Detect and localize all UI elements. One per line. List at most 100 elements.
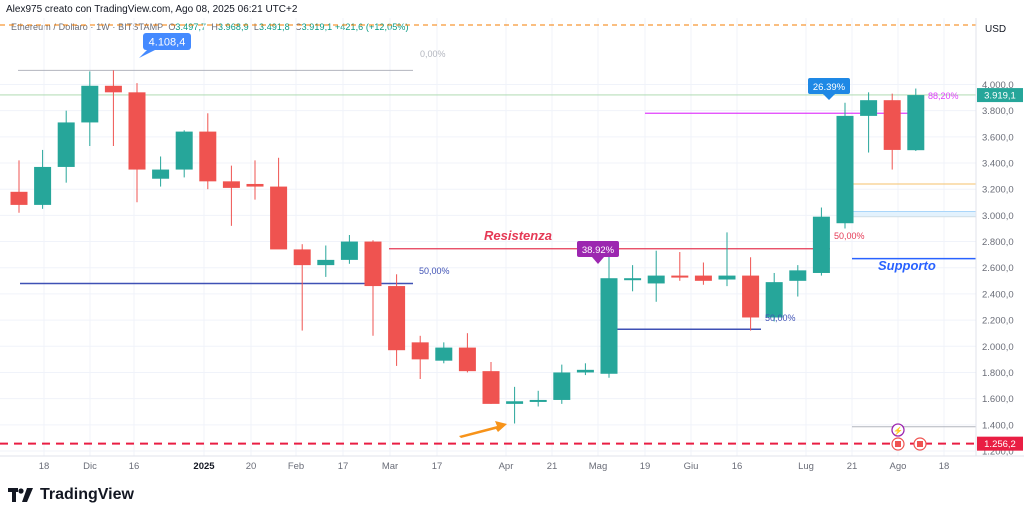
orange-arrow bbox=[459, 421, 507, 438]
last-price-text: 3.919,1 bbox=[984, 91, 1016, 102]
lightning-icon bbox=[891, 423, 905, 437]
close-value: 3.919,1 +421,6 (+12,05%) bbox=[301, 22, 409, 32]
candles[interactable] bbox=[10, 70, 925, 424]
badge-july-pointer bbox=[823, 94, 835, 100]
candle-body bbox=[718, 275, 736, 280]
candle-body bbox=[789, 270, 807, 281]
y-tick-label: 1.600,0 bbox=[982, 394, 1014, 405]
candle-body bbox=[411, 342, 429, 360]
brand-name: TradingView bbox=[40, 486, 134, 503]
candle-body bbox=[671, 275, 689, 278]
candle-body bbox=[246, 183, 264, 187]
badge-april bbox=[577, 241, 619, 257]
candle-body bbox=[694, 275, 712, 281]
low-value: 3.491,8 bbox=[259, 22, 290, 32]
last-price-tag bbox=[977, 88, 1023, 103]
candle-body bbox=[647, 275, 665, 284]
y-tick-label: 2.200,0 bbox=[982, 316, 1014, 327]
y-tick-label: 2.400,0 bbox=[982, 289, 1014, 300]
x-tick-label: Giu bbox=[684, 461, 699, 472]
fib-top-label: 0,00% bbox=[420, 49, 446, 59]
y-tick-label: 3.600,0 bbox=[982, 132, 1014, 143]
candle-body bbox=[222, 181, 240, 188]
x-tick-label: 2025 bbox=[193, 461, 215, 472]
candle-body bbox=[506, 401, 524, 404]
tradingview-logo-icon bbox=[8, 488, 33, 502]
high-badge bbox=[143, 33, 191, 50]
low-price-text: 1.256,2 bbox=[984, 439, 1016, 450]
candle-body bbox=[742, 275, 760, 318]
candle-body bbox=[199, 131, 217, 182]
candle-body bbox=[364, 241, 382, 287]
candle-body bbox=[860, 100, 878, 116]
candle-body bbox=[81, 85, 99, 123]
candle-body bbox=[482, 371, 500, 404]
x-tick-label: 21 bbox=[847, 461, 858, 472]
chart-attribution: Alex975 creato con TradingView.com, Ago … bbox=[6, 4, 298, 15]
close-label: C bbox=[294, 22, 302, 32]
y-tick-label: 1.800,0 bbox=[982, 368, 1014, 379]
annotation-labels: 4.108,4 0,00% 88,20% Resistenza 50,00% Suppor… bbox=[139, 33, 959, 451]
x-tick-label: 16 bbox=[129, 461, 140, 472]
badge-april-text: 38.92% bbox=[582, 245, 615, 256]
candle-body bbox=[34, 166, 52, 205]
flag-glyph bbox=[917, 441, 923, 447]
candle-body bbox=[600, 278, 618, 374]
candle-body bbox=[293, 249, 311, 266]
y-tick-label: 3.000,0 bbox=[982, 211, 1014, 222]
axes: USD 4.000,0 3.800,0 3.600,0 3.400,0 3.200,0 3.… bbox=[0, 18, 1024, 472]
y-tick-label: 1.400,0 bbox=[982, 420, 1014, 431]
candle-body bbox=[529, 399, 547, 402]
y-tick-label: 3.800,0 bbox=[982, 106, 1014, 117]
x-tick-label: 20 bbox=[246, 461, 257, 472]
x-tick-label: Mag bbox=[589, 461, 607, 472]
high-value: 3.968,9 bbox=[217, 22, 249, 32]
candle-body bbox=[765, 282, 783, 318]
high-label: 4.108,4 bbox=[149, 37, 186, 49]
symbol-name: Ethereum / Dollaro · 1W · BITSTAMP bbox=[11, 22, 164, 32]
candle-body bbox=[340, 241, 358, 260]
x-tick-label: Lug bbox=[798, 461, 814, 472]
y-tick-label: 1.200,0 bbox=[982, 447, 1014, 458]
x-tick-label: 19 bbox=[640, 461, 651, 472]
badge-july bbox=[808, 78, 850, 94]
flag-glyph bbox=[895, 441, 901, 447]
badge-july-text: 26.39% bbox=[813, 82, 846, 93]
candle-body bbox=[388, 286, 406, 351]
candle-body bbox=[458, 347, 476, 372]
candle-body bbox=[836, 115, 854, 224]
fib-50-left-label: 50,00% bbox=[419, 266, 450, 276]
y-tick-label: 2.600,0 bbox=[982, 263, 1014, 274]
candle-body bbox=[907, 95, 925, 151]
support-zone bbox=[838, 211, 976, 217]
y-tick-label: 2.800,0 bbox=[982, 237, 1014, 248]
candle-body bbox=[128, 92, 146, 170]
candle-body bbox=[10, 191, 28, 205]
candle-body bbox=[104, 85, 122, 93]
candle-body bbox=[624, 278, 642, 281]
x-tick-label: Ago bbox=[890, 461, 907, 472]
candle-body bbox=[57, 122, 75, 167]
candle-body bbox=[317, 259, 335, 266]
candle-body bbox=[152, 169, 170, 179]
x-tick-label: 18 bbox=[39, 461, 50, 472]
y-tick-label: 2.000,0 bbox=[982, 342, 1014, 353]
y-tick-label: 4.000,0 bbox=[982, 80, 1014, 91]
support-label: Supporto bbox=[878, 258, 936, 273]
tradingview-logo: TradingView bbox=[8, 484, 134, 506]
x-tick-label: Mar bbox=[382, 461, 398, 472]
x-tick-label: Dic bbox=[83, 461, 97, 472]
open-label: O bbox=[168, 22, 176, 32]
candle-body bbox=[270, 186, 288, 250]
y-tick-label: 3.400,0 bbox=[982, 159, 1014, 170]
low-label: L bbox=[253, 22, 260, 32]
x-tick-label: 17 bbox=[338, 461, 349, 472]
high-label: H bbox=[211, 22, 218, 32]
x-tick-label: 17 bbox=[432, 461, 443, 472]
fib-50-mid-label: 50,00% bbox=[765, 313, 796, 323]
candle-body bbox=[553, 372, 571, 400]
x-tick-label: 18 bbox=[939, 461, 950, 472]
open-value: 3.497,7 bbox=[175, 22, 207, 32]
currency-label: USD bbox=[985, 24, 1006, 35]
